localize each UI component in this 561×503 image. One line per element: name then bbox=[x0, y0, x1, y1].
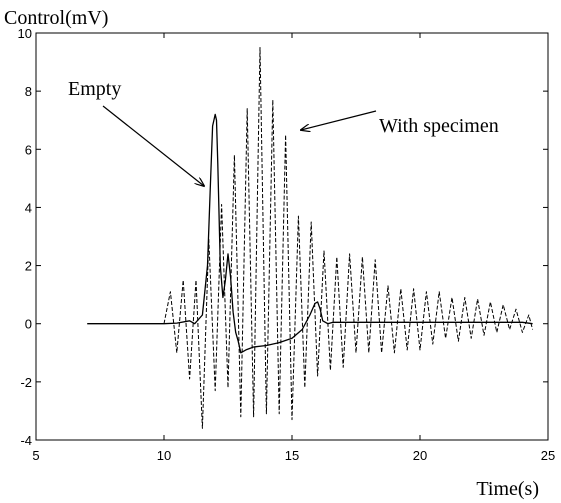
y-tick-label: 6 bbox=[25, 142, 32, 157]
y-axis-label: Control(mV) bbox=[4, 7, 108, 29]
series-line-with-specimen bbox=[163, 47, 534, 429]
annotation-specimen-arrow bbox=[301, 110, 377, 130]
y-tick-label: 0 bbox=[25, 317, 32, 332]
x-tick-label: 15 bbox=[285, 448, 299, 463]
series-line-empty bbox=[87, 113, 533, 354]
x-tick-label: 10 bbox=[157, 448, 171, 463]
x-tick-label: 5 bbox=[32, 448, 39, 463]
plot-frame bbox=[35, 32, 549, 441]
y-tick-label: 4 bbox=[25, 200, 32, 215]
x-tick-label: 25 bbox=[541, 448, 555, 463]
annotation-empty-label: Empty bbox=[68, 78, 121, 100]
y-tick-label: -2 bbox=[20, 375, 32, 390]
annotation-specimen-label: With specimen bbox=[379, 115, 499, 137]
y-tick-label: 10 bbox=[18, 26, 32, 41]
annotation-empty-arrow bbox=[102, 105, 204, 186]
x-axis-label: Time(s) bbox=[476, 478, 539, 500]
y-tick-label: -4 bbox=[20, 433, 32, 448]
x-tick-label: 20 bbox=[413, 448, 427, 463]
y-tick-label: 2 bbox=[25, 259, 32, 274]
y-tick-label: 8 bbox=[25, 84, 32, 99]
